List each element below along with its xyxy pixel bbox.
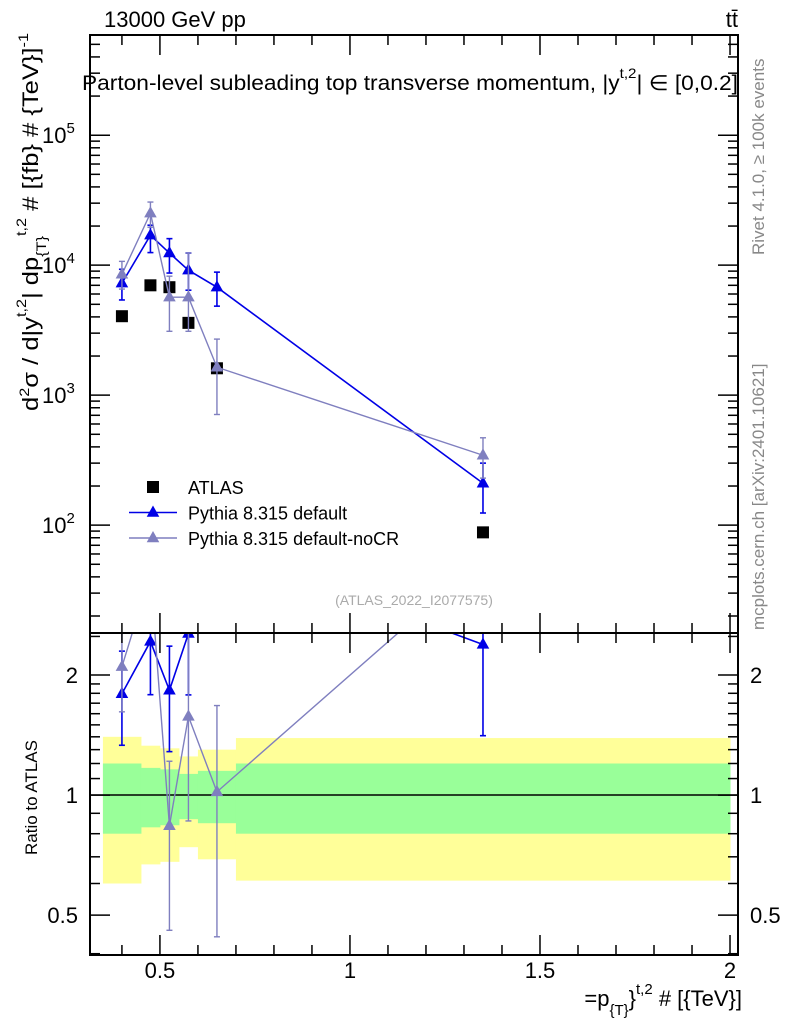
nocr-ratio-point (210, 784, 224, 797)
x-axis-label: =p{T}}t,2 # [{TeV}] (584, 981, 742, 1019)
nocr-data-point (210, 360, 224, 372)
side-text-mcplots: mcplots.cern.ch [arXiv:2401.10621] (749, 364, 768, 630)
default-ratio-point (144, 634, 157, 646)
nocr-data-point (144, 206, 157, 218)
x-tick-label: 2 (724, 958, 736, 983)
default-data-point (210, 280, 224, 292)
nocr-ratio-point (115, 659, 129, 671)
legend-label: Pythia 8.315 default-noCR (188, 529, 399, 549)
nocr-data-point (163, 290, 176, 302)
default-ratio-line (121, 633, 484, 695)
nocr-ratio-point (144, 567, 157, 578)
nocr-data-point (115, 267, 129, 279)
legend-label: ATLAS (188, 478, 244, 498)
ratio-tick-label: 2 (66, 663, 78, 688)
nocr-ratio-point (182, 709, 195, 721)
y-tick-label: 105 (42, 120, 75, 148)
default-data-point (476, 476, 490, 488)
y-axis-label: d2σ / d|yt,2| dp{T}t,2 # [{fb} # {TeV}]-… (13, 33, 49, 411)
watermark: (ATLAS_2022_I2077575) (335, 592, 493, 608)
nocr-ratio-point (163, 818, 176, 830)
atlas-data-point (115, 310, 128, 323)
header-left: 13000 GeV pp (104, 7, 246, 32)
header-right: tt̄ (726, 7, 738, 32)
band-inner-bin (140, 767, 161, 828)
x-tick-label: 1 (344, 958, 356, 983)
legend-atlas-marker (147, 481, 159, 493)
ratio-tick-label: 1 (750, 783, 762, 808)
nocr-ratio-line (121, 633, 400, 826)
nocr-line (121, 211, 484, 456)
x-tick-label: 0.5 (145, 958, 176, 983)
ratio-plot-marks (115, 552, 490, 938)
default-data-point (163, 246, 176, 258)
legend-label: Pythia 8.315 default (188, 504, 347, 524)
main-plot-marks (115, 201, 490, 539)
y-tick-label: 103 (42, 380, 75, 408)
default-ratio-point (476, 637, 490, 649)
side-text-rivet: Rivet 4.1.0, ≥ 100k events (749, 59, 768, 255)
band-inner-bin (235, 763, 731, 834)
default-line (121, 233, 484, 484)
ratio-tick-label: 0.5 (750, 903, 781, 928)
chart-title: Parton-level subleading top transverse m… (82, 65, 738, 95)
nocr-data-point (182, 290, 195, 302)
nocr-ratio-point (477, 552, 490, 563)
y-tick-label: 104 (42, 250, 75, 278)
atlas-data-point (476, 526, 489, 539)
default-data-point (144, 228, 157, 240)
ratio-tick-label: 2 (750, 663, 762, 688)
legend-nocr-marker (146, 531, 160, 543)
axis-ticks: 0.5 1 1.5 2 102 103 104 105 0.5 0.5 1 1 2 2 (42, 35, 781, 983)
nocr-data-point (476, 448, 490, 460)
y-tick-label: 102 (42, 510, 75, 538)
x-tick-label: 1.5 (525, 958, 556, 983)
band-inner-bin (102, 763, 142, 834)
ratio-tick-label: 0.5 (47, 903, 78, 928)
ratio-tick-label: 1 (66, 783, 78, 808)
atlas-data-point (144, 279, 157, 292)
ratio-frame (89, 632, 739, 956)
default-ratio-point (163, 683, 176, 695)
legend: ATLAS Pythia 8.315 default Pythia 8.315 de… (129, 478, 399, 549)
ratio-bands (102, 736, 731, 884)
legend-default-marker (146, 505, 160, 517)
ratio-y-axis-label: Ratio to ATLAS (22, 740, 41, 855)
